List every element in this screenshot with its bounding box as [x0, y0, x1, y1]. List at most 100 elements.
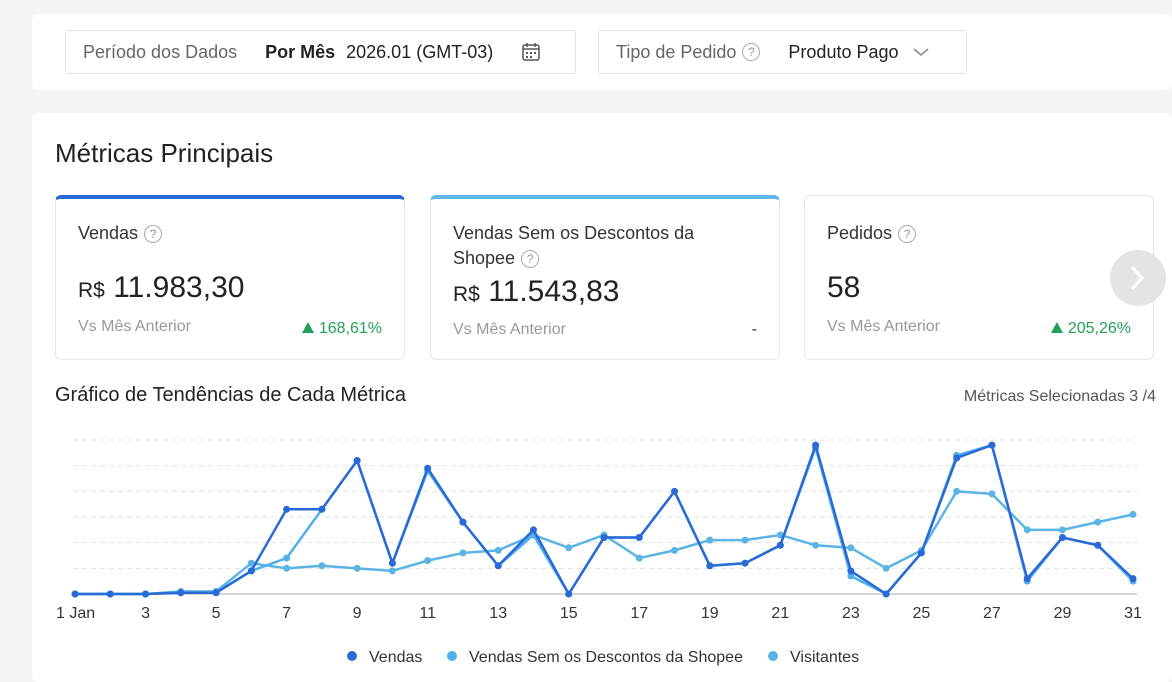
data-point: [388, 559, 396, 567]
data-point: [882, 590, 890, 598]
order-filter[interactable]: Tipo de Pedido? Produto Pago: [598, 30, 967, 74]
compare-label: Vs Mês Anterior: [78, 318, 191, 335]
metric-value: 58: [827, 271, 861, 304]
x-tick-label: 9: [353, 605, 362, 622]
metric-card[interactable]: Vendas Sem os Descontos da Shopee? R$ 11…: [430, 195, 780, 360]
metric-title-text: Vendas Sem os Descontos da Shopee: [453, 223, 695, 268]
data-point: [142, 590, 150, 598]
data-point: [635, 534, 643, 542]
compare-label: Vs Mês Anterior: [827, 318, 940, 335]
up-arrow: [302, 322, 315, 333]
help-icon: ?: [742, 43, 761, 61]
legend-marker: [447, 651, 457, 661]
data-point: [459, 518, 467, 526]
x-tick-label: 21: [771, 605, 789, 622]
data-point: [247, 559, 255, 567]
data-point: [247, 567, 255, 575]
x-tick-label: 19: [701, 605, 719, 622]
data-point: [812, 441, 820, 449]
metric-number: 11.543,83: [488, 275, 620, 308]
metric-number: 11.983,30: [113, 271, 245, 304]
data-point: [494, 546, 502, 554]
x-tick-label: 23: [842, 605, 860, 622]
up-arrow: [1051, 322, 1064, 333]
data-point: [283, 564, 291, 572]
legend-marker: [347, 651, 357, 661]
series-line: [75, 440, 1134, 597]
data-point: [459, 549, 467, 557]
data-point: [388, 567, 396, 575]
data-point: [1094, 518, 1102, 526]
change: 168,61%: [302, 320, 382, 338]
trend-chart: 1 Jan 3 5 7 9 11 13 15 17 19 21 23 25 27 29 31 Vendas Ven…: [56, 439, 1142, 666]
data-point: [847, 572, 855, 580]
data-point: [1058, 534, 1066, 542]
data-point: [1129, 575, 1137, 583]
x-tick-label: 7: [282, 605, 291, 622]
metric-title: Pedidos?: [827, 221, 1127, 246]
data-point: [177, 589, 185, 597]
legend-label: Vendas Sem os Descontos da Shopee: [469, 649, 743, 666]
data-point: [318, 562, 326, 570]
change-text: 168,61%: [318, 320, 382, 337]
metric-value: R$ 11.543,83: [453, 275, 619, 309]
chart-title: Gráfico de Tendências de Cada Métrica: [55, 384, 406, 406]
metric-title-text: Pedidos: [827, 223, 893, 243]
data-point: [741, 536, 749, 544]
selected-metrics[interactable]: Métricas Selecionadas 3 /4: [963, 388, 1156, 405]
data-point: [988, 441, 996, 449]
data-point: [741, 559, 749, 567]
data-point: [635, 554, 643, 562]
x-tick-label: 27: [983, 605, 1001, 622]
data-point: [1023, 575, 1031, 583]
calendar-icon: [522, 43, 540, 61]
data-point: [212, 589, 220, 597]
change: -: [751, 321, 757, 338]
legend-label: Vendas: [369, 649, 422, 666]
dropdown-icon: [913, 48, 929, 56]
metric-title: Vendas?: [78, 221, 378, 246]
data-point: [424, 557, 432, 565]
x-tick-label: 3: [141, 605, 150, 622]
x-tick-label: 17: [630, 605, 648, 622]
data-point: [812, 541, 820, 549]
series-line: [75, 443, 1134, 597]
period-filter[interactable]: Período dos Dados Por Mês 2026.01 (GMT-0…: [65, 30, 576, 74]
data-point: [283, 505, 291, 513]
section-title: Métricas Principais: [55, 138, 274, 168]
x-tick-label: 1 Jan: [56, 605, 95, 622]
data-point: [917, 549, 925, 557]
data-point: [671, 546, 679, 554]
metric-card[interactable]: Vendas? R$ 11.983,30 Vs Mês Anterior 168…: [55, 195, 405, 360]
legend-label: Visitantes: [790, 649, 859, 666]
x-tick-label: 15: [560, 605, 578, 622]
data-point: [1094, 541, 1102, 549]
data-point: [953, 487, 961, 495]
order-value: Produto Pago: [788, 41, 899, 62]
data-point: [529, 526, 537, 534]
x-tick-label: 31: [1124, 605, 1142, 622]
next-button[interactable]: [1110, 250, 1172, 306]
data-point: [106, 590, 114, 598]
data-point: [1129, 510, 1137, 518]
data-point: [988, 490, 996, 498]
data-point: [671, 487, 679, 495]
period-label: Período dos Dados: [83, 41, 238, 62]
metric-card[interactable]: Pedidos? 58 Vs Mês Anterior 205,26%: [804, 195, 1154, 360]
metric-value: R$ 11.983,30: [78, 271, 244, 305]
data-point: [353, 564, 361, 572]
help-icon: ?: [898, 225, 917, 244]
help-icon: ?: [144, 225, 163, 244]
data-point: [776, 541, 784, 549]
data-point: [283, 554, 291, 562]
data-point: [494, 562, 502, 570]
metric-title-text: Vendas: [78, 223, 139, 243]
data-point: [1023, 526, 1031, 534]
data-point: [353, 457, 361, 465]
data-point: [1058, 526, 1066, 534]
data-point: [600, 534, 608, 542]
data-point: [565, 544, 573, 552]
x-tick-label: 25: [913, 605, 931, 622]
currency: R$: [78, 279, 105, 302]
period-value: 2026.01 (GMT-03): [346, 41, 494, 62]
